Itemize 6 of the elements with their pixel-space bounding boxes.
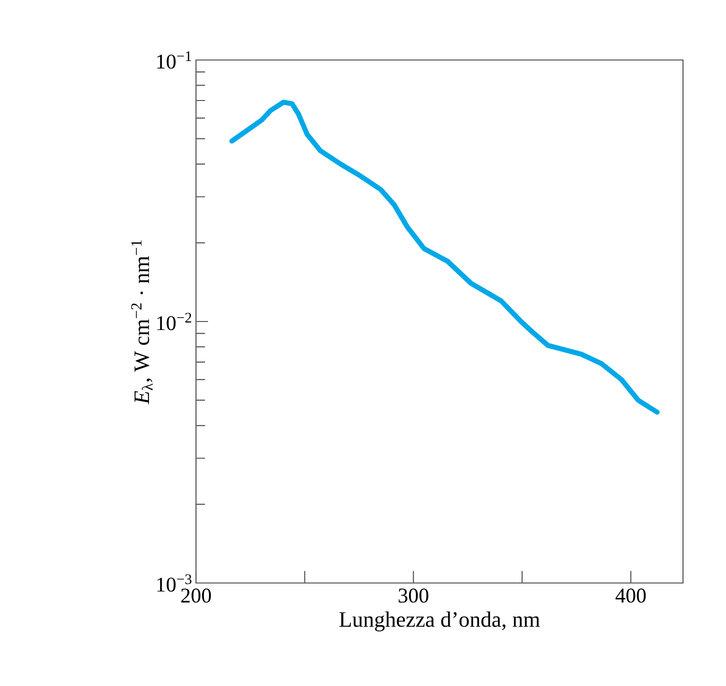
y-axis-title: E$_{λ}$, W cm$^{−2}$ · nm$^{−1}$ bbox=[131, 240, 153, 404]
x-tick-label: 400 bbox=[616, 588, 646, 603]
x-tick-label: 300 bbox=[398, 588, 428, 603]
y-tick-label: 10$^{−1}$ bbox=[157, 51, 192, 69]
y-tick-label: 10$^{−2}$ bbox=[157, 312, 192, 330]
x-axis-title: Lunghezza d’onda, nm bbox=[339, 611, 540, 632]
